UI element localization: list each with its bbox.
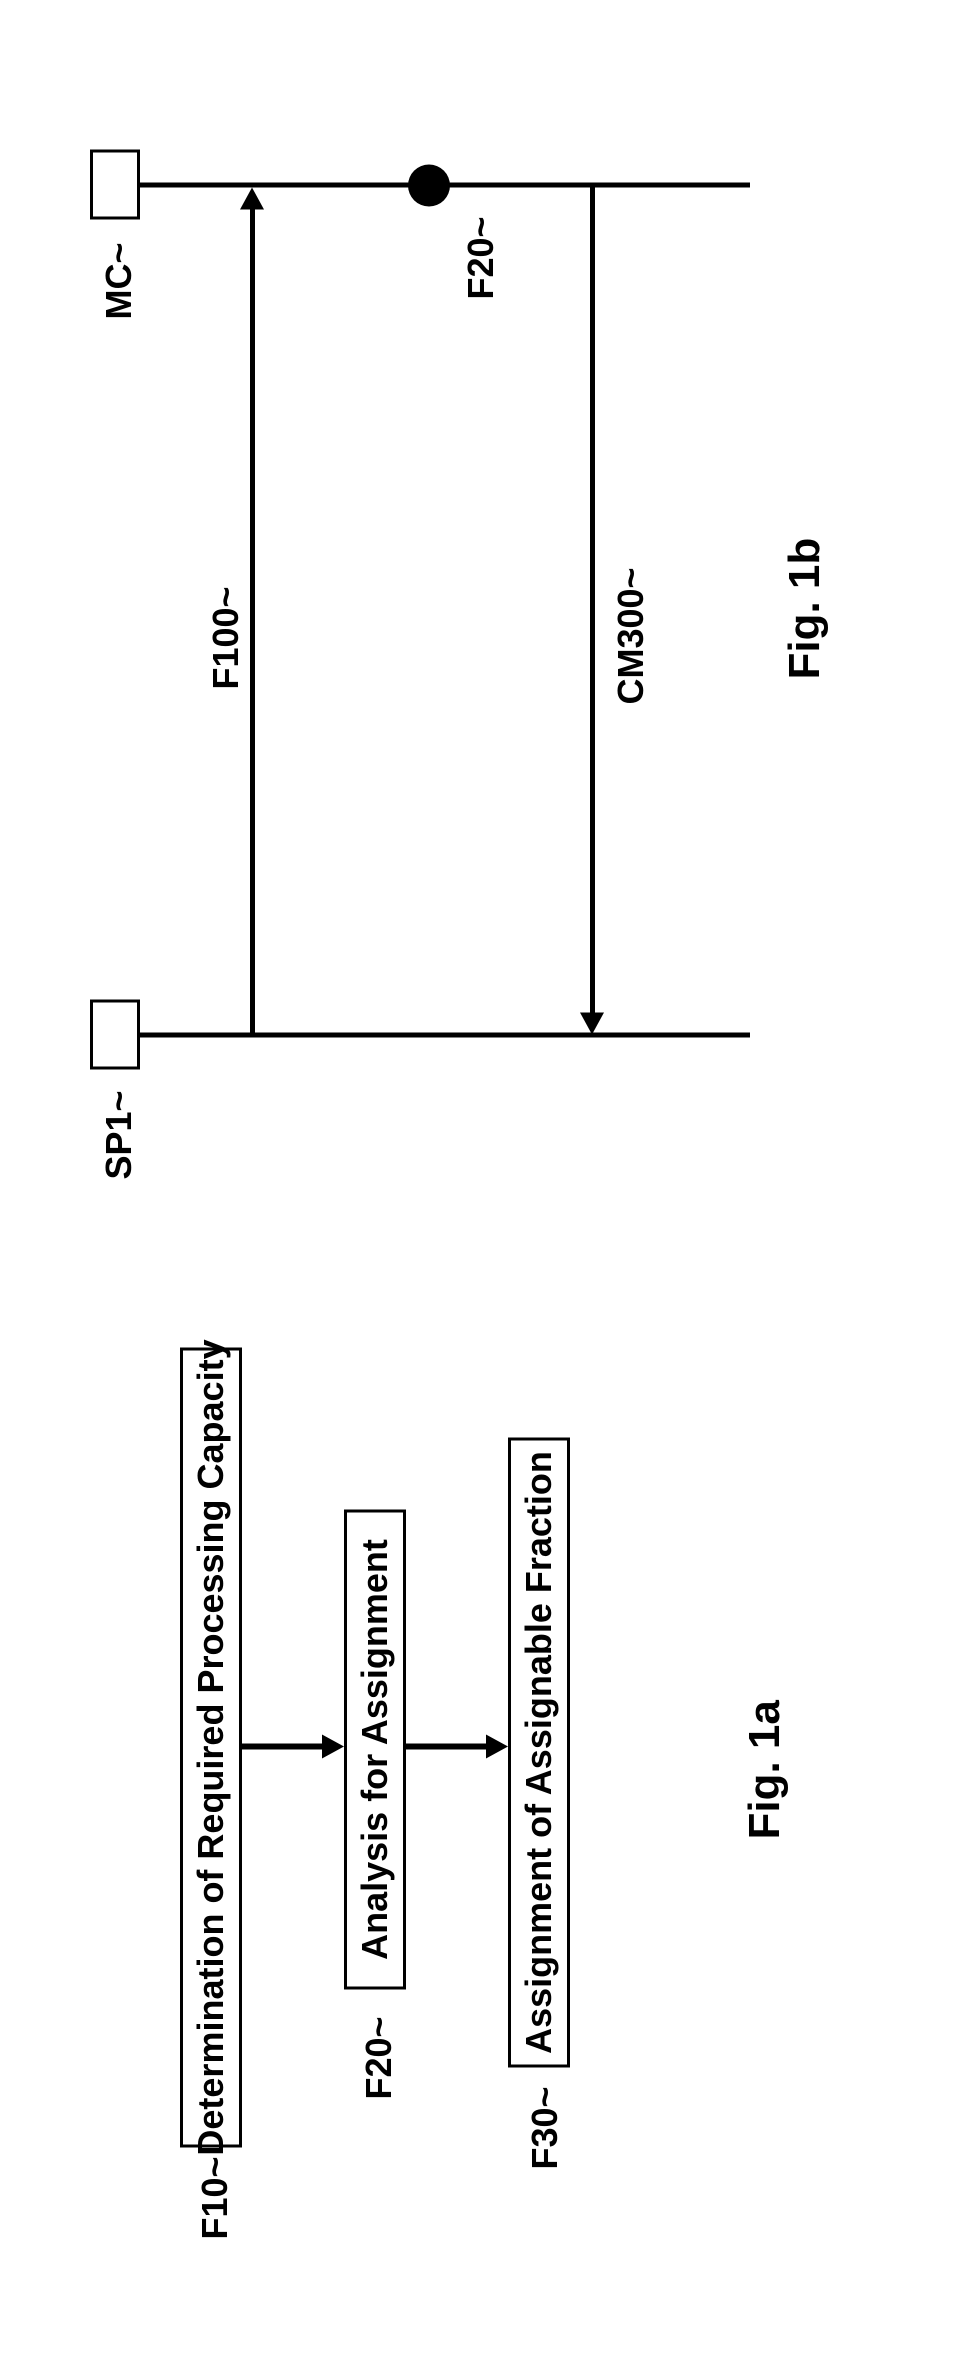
f30-text: Assignment of Assignable Fraction	[518, 1451, 560, 2054]
f100-label: F100~	[205, 586, 247, 689]
f20-text: Analysis for Assignment	[354, 1539, 396, 1960]
f10-text: Determination of Required Processing Cap…	[190, 1339, 232, 2155]
f100-arrow	[240, 187, 264, 209]
connector-f10-f20	[242, 1743, 328, 1749]
sp1-box	[90, 999, 140, 1069]
fig1a-caption: Fig. 1a	[740, 1700, 790, 1839]
fig-1a: F10~ Determination of Required Processin…	[180, 1339, 880, 2239]
f10-box: Determination of Required Processing Cap…	[180, 1347, 242, 2147]
f20-label: F20~	[358, 2016, 400, 2099]
sp1-label: SP1~	[98, 1090, 140, 1179]
fig1b-caption: Fig. 1b	[780, 537, 830, 679]
f100-line	[250, 204, 255, 1034]
cm300-arrow	[580, 1012, 604, 1034]
arrow-f20-f30	[486, 1734, 508, 1758]
connector-f20-f30	[406, 1743, 492, 1749]
f20-event-label: F20~	[460, 216, 502, 299]
fig-1b: SP1~ MC~ F100~ F20~ CM300~ Fig. 1b	[90, 99, 890, 1099]
f30-box: Assignment of Assignable Fraction	[508, 1437, 570, 2067]
mc-box	[90, 149, 140, 219]
cm300-line	[590, 184, 595, 1014]
arrow-f10-f20	[322, 1734, 344, 1758]
f20-event-dot	[408, 164, 450, 206]
sp1-lifeline	[140, 1032, 750, 1037]
f30-label: F30~	[524, 2086, 566, 2169]
cm300-label: CM300~	[610, 567, 652, 704]
f10-label: F10~	[194, 2156, 236, 2239]
f20-box: Analysis for Assignment	[344, 1509, 406, 1989]
mc-label: MC~	[98, 242, 140, 319]
